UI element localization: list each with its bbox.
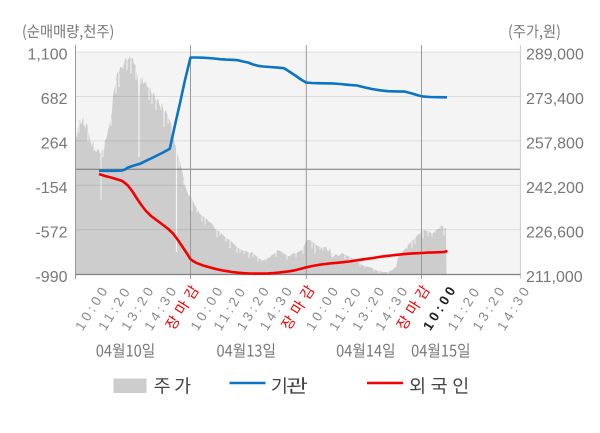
svg-text:273,400: 273,400: [526, 91, 584, 108]
svg-text:-154: -154: [35, 180, 67, 197]
svg-text:289,000: 289,000: [526, 47, 584, 64]
svg-text:226,600: 226,600: [526, 224, 584, 241]
svg-text:-990: -990: [35, 269, 67, 286]
svg-text:211,000: 211,000: [526, 269, 583, 286]
svg-text:264: 264: [41, 136, 68, 153]
svg-text:-572: -572: [35, 224, 67, 241]
svg-text:242,200: 242,200: [526, 180, 584, 197]
svg-text:682: 682: [41, 91, 68, 108]
svg-text:257,800: 257,800: [526, 136, 584, 153]
svg-text:1,100: 1,100: [27, 47, 67, 64]
